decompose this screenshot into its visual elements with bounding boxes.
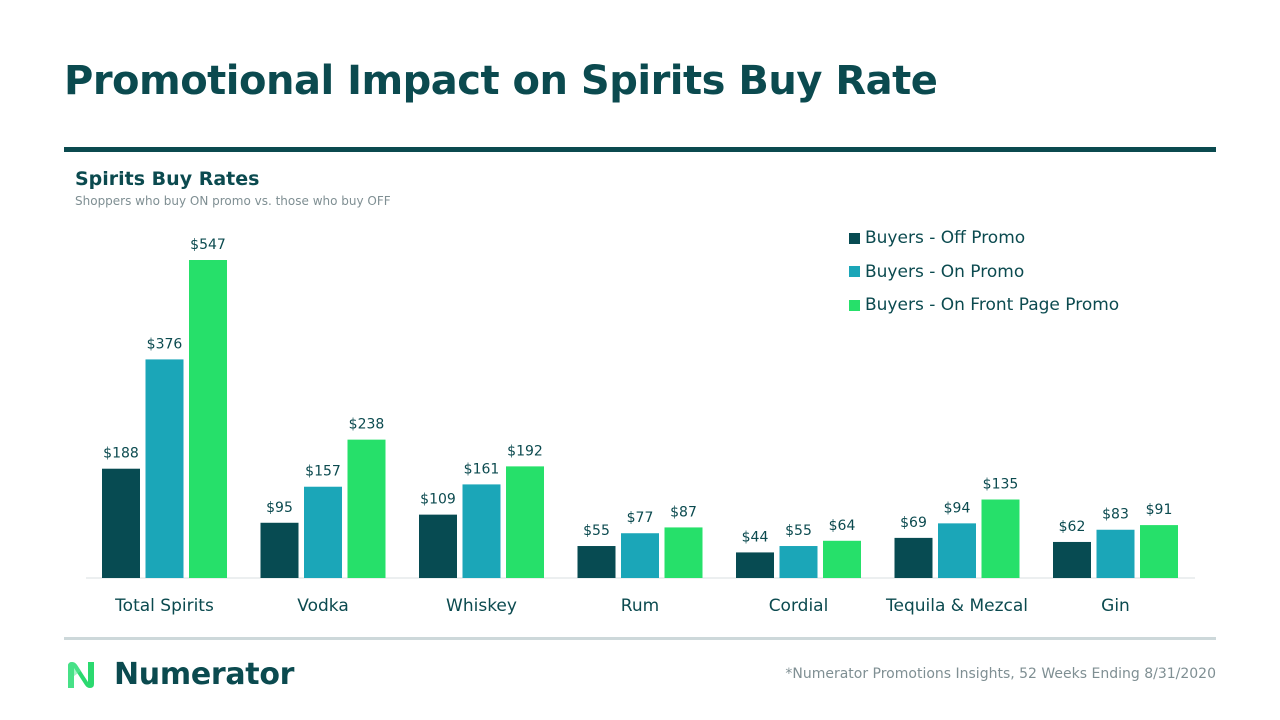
bar [736, 552, 774, 578]
bar [304, 486, 342, 578]
data-label: $192 [507, 443, 543, 459]
bar [189, 260, 227, 578]
data-label: $64 [829, 518, 856, 534]
legend-swatch-front-page-promo [849, 299, 860, 311]
legend-label-on-promo: Buyers - On Promo [865, 261, 1025, 282]
bar [145, 359, 184, 578]
data-label: $161 [464, 461, 500, 477]
bar [462, 484, 501, 578]
bar [102, 468, 140, 578]
data-label: $55 [583, 523, 610, 539]
bar [779, 546, 818, 578]
bar [260, 522, 299, 578]
page-title: Promotional Impact on Spirits Buy Rate [64, 58, 938, 104]
legend-swatch-off-promo [849, 232, 860, 244]
data-label: $109 [420, 492, 456, 508]
brand-name: Numerator [114, 657, 295, 692]
bar [823, 540, 861, 578]
data-label: $55 [785, 523, 812, 539]
legend-item-off-promo: Buyers - Off Promo [849, 226, 1119, 250]
bar [577, 546, 616, 578]
data-label: $94 [944, 500, 971, 516]
legend-swatch-on-promo [849, 266, 860, 277]
bar [347, 439, 386, 578]
x-tick-label: Whiskey [446, 596, 517, 616]
legend-item-on-promo: Buyers - On Promo [849, 260, 1119, 284]
chart-subtitle: Shoppers who buy ON promo vs. those who … [75, 194, 391, 208]
data-label: $44 [742, 529, 769, 545]
data-label: $188 [103, 446, 139, 462]
bar [981, 499, 1020, 578]
numerator-logo: Numerator [64, 657, 294, 692]
title-divider [64, 147, 1216, 152]
data-label: $77 [627, 510, 654, 526]
data-label: $238 [349, 417, 385, 433]
legend-label-off-promo: Buyers - Off Promo [865, 228, 1026, 248]
data-label: $157 [305, 464, 341, 480]
bar [1096, 529, 1135, 578]
data-label: $547 [190, 237, 226, 253]
data-label: $135 [983, 477, 1019, 493]
bar [621, 533, 659, 578]
x-tick-label: Total Spirits [114, 596, 214, 616]
bar [894, 537, 933, 578]
x-tick-label: Gin [1101, 596, 1130, 616]
bar [938, 523, 976, 578]
chart-legend: Buyers - Off Promo Buyers - On Promo Buy… [849, 226, 1119, 327]
bar [664, 527, 703, 578]
data-label: $69 [900, 515, 927, 531]
data-label: $95 [266, 500, 293, 516]
x-tick-label: Vodka [297, 596, 348, 616]
data-label: $376 [147, 336, 183, 352]
data-label: $87 [670, 504, 697, 520]
footnote: *Numerator Promotions Insights, 52 Weeks… [785, 666, 1216, 682]
bar [1053, 541, 1091, 578]
x-tick-label: Cordial [769, 596, 829, 616]
legend-label-front-page-promo: Buyers - On Front Page Promo [865, 295, 1120, 315]
data-label: $62 [1059, 519, 1086, 535]
x-tick-label: Rum [621, 596, 659, 616]
bar [419, 514, 457, 578]
bar [1140, 525, 1178, 578]
data-label: $83 [1102, 507, 1129, 523]
bar [506, 466, 544, 578]
data-label: $91 [1146, 502, 1173, 518]
legend-item-front-page-promo: Buyers - On Front Page Promo [849, 293, 1119, 317]
numerator-n-logo-icon [68, 661, 94, 688]
footer-divider [64, 637, 1216, 640]
chart-title: Spirits Buy Rates [75, 168, 260, 190]
x-tick-label: Tequila & Mezcal [885, 596, 1028, 616]
